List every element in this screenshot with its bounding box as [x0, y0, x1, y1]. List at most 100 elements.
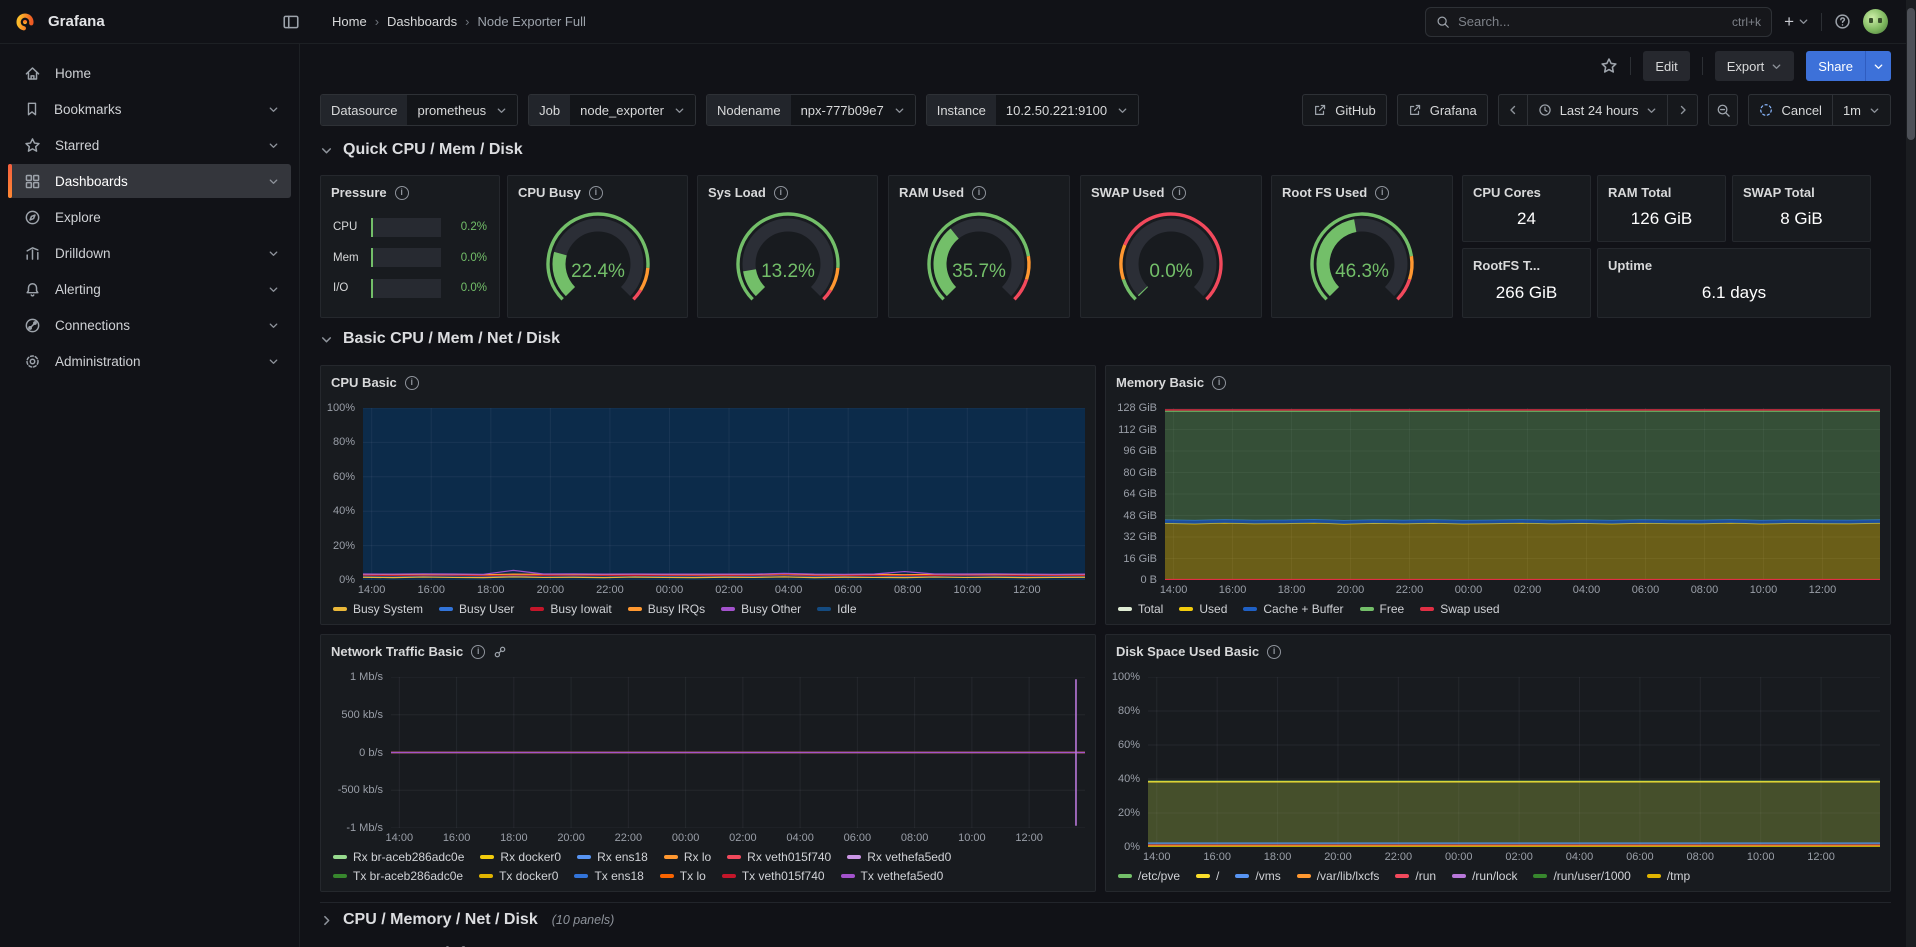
variable-value-dropdown[interactable]: node_exporter	[570, 95, 695, 125]
panel-title[interactable]: SWAP Total	[1743, 185, 1815, 200]
info-icon[interactable]: i	[1267, 644, 1282, 659]
panel-links-icon[interactable]	[493, 645, 507, 659]
legend-item-run-lock[interactable]: /run/lock	[1452, 869, 1517, 883]
legend-item-etc-pve[interactable]: /etc/pve	[1118, 869, 1180, 883]
panel-title[interactable]: Root FS Used	[1282, 185, 1368, 200]
legend-item-rx-ens18[interactable]: Rx ens18	[577, 850, 648, 864]
time-shift-forward-button[interactable]	[1668, 94, 1699, 126]
legend-item-free[interactable]: Free	[1359, 602, 1404, 616]
legend-item-run-user-1000[interactable]: /run/user/1000	[1533, 869, 1631, 883]
chart-plot-area[interactable]	[1148, 677, 1880, 847]
chart-plot-area[interactable]	[1165, 408, 1880, 580]
info-icon[interactable]: i	[471, 644, 486, 659]
sidebar-item-drilldown[interactable]: Drilldown	[8, 236, 291, 270]
chart-plot-area[interactable]	[363, 408, 1085, 580]
zoom-out-button[interactable]	[1708, 94, 1739, 126]
legend-item-rx-lo[interactable]: Rx lo	[663, 850, 711, 864]
legend-item-tmp[interactable]: /tmp	[1646, 869, 1690, 883]
variable-value-dropdown[interactable]: prometheus	[407, 95, 518, 125]
legend-item-busy-user[interactable]: Busy User	[439, 602, 514, 616]
sidebar-item-starred[interactable]: Starred	[8, 128, 291, 162]
sidebar-item-administration[interactable]: Administration	[8, 344, 291, 378]
export-button[interactable]: Export	[1714, 51, 1795, 81]
legend-item-swap-used[interactable]: Swap used	[1420, 602, 1500, 616]
legend-item-tx-br-aceb286adc0e[interactable]: Tx br-aceb286adc0e	[333, 869, 463, 883]
share-button[interactable]: Share	[1806, 51, 1865, 81]
breadcrumb-item-home[interactable]: Home	[332, 14, 367, 29]
time-range-picker[interactable]: Last 24 hours	[1527, 94, 1669, 126]
time-shift-back-button[interactable]	[1497, 94, 1528, 126]
share-dropdown-button[interactable]	[1865, 51, 1891, 81]
search-input[interactable]: ctrl+k	[1425, 6, 1773, 37]
legend-item-var-lib-lxcfs[interactable]: /var/lib/lxcfs	[1296, 869, 1379, 883]
edit-button[interactable]: Edit	[1643, 51, 1690, 81]
legend-item-busy-irqs[interactable]: Busy IRQs	[627, 602, 705, 616]
panel-title[interactable]: RootFS T...	[1473, 258, 1541, 273]
legend-item-busy-system[interactable]: Busy System	[333, 602, 423, 616]
legend-item-total[interactable]: Total	[1118, 602, 1163, 616]
legend-item-[interactable]: /	[1196, 869, 1219, 883]
section-memory-meminfo[interactable]: Memory Meminfo (16 panels)	[320, 945, 1891, 947]
panel-title[interactable]: Sys Load	[708, 185, 766, 200]
legend-item-vms[interactable]: /vms	[1235, 869, 1281, 883]
sidebar-item-explore[interactable]: Explore	[8, 200, 291, 234]
refresh-interval-dropdown[interactable]: 1m	[1832, 94, 1891, 126]
star-icon[interactable]	[1600, 57, 1618, 75]
panel-title[interactable]: CPU Cores	[1473, 185, 1541, 200]
panel-title[interactable]: Pressure	[331, 185, 387, 200]
panel-title[interactable]: Memory Basic	[1116, 375, 1205, 390]
info-icon[interactable]: i	[972, 185, 987, 200]
search-field[interactable]	[1458, 14, 1725, 29]
sidebar-item-dashboards[interactable]: Dashboards	[8, 164, 291, 198]
variable-value-dropdown[interactable]: 10.2.50.221:9100	[995, 95, 1139, 125]
dashboard-link-github[interactable]: GitHub	[1302, 94, 1387, 126]
panel-title[interactable]: RAM Total	[1608, 185, 1672, 200]
panel-title[interactable]: CPU Busy	[518, 185, 581, 200]
scrollbar-thumb[interactable]	[1907, 8, 1915, 140]
panel-title[interactable]: SWAP Used	[1091, 185, 1165, 200]
add-button[interactable]: +	[1784, 12, 1809, 32]
panel-title[interactable]: Uptime	[1608, 258, 1653, 273]
legend-item-rx-docker0[interactable]: Rx docker0	[480, 850, 561, 864]
legend-item-tx-veth015f740[interactable]: Tx veth015f740	[721, 869, 825, 883]
panel-title[interactable]: RAM Used	[899, 185, 965, 200]
legend-item-tx-ens18[interactable]: Tx ens18	[574, 869, 644, 883]
legend-item-busy-iowait[interactable]: Busy Iowait	[530, 602, 612, 616]
breadcrumb-item-dashboards[interactable]: Dashboards	[387, 14, 458, 29]
legend-item-rx-vethefa5ed0[interactable]: Rx vethefa5ed0	[847, 850, 951, 864]
legend-item-rx-br-aceb286adc0e[interactable]: Rx br-aceb286adc0e	[333, 850, 464, 864]
sidebar-item-home[interactable]: Home	[8, 56, 291, 90]
info-icon[interactable]: i	[773, 185, 788, 200]
legend-item-tx-lo[interactable]: Tx lo	[659, 869, 706, 883]
info-icon[interactable]: i	[394, 185, 409, 200]
section-cpu-memory-net-disk[interactable]: CPU / Memory / Net / Disk (10 panels)	[320, 911, 1891, 929]
sidebar-item-alerting[interactable]: Alerting	[8, 272, 291, 306]
legend-item-busy-other[interactable]: Busy Other	[721, 602, 801, 616]
sidebar-item-connections[interactable]: Connections	[8, 308, 291, 342]
sidebar-item-bookmarks[interactable]: Bookmarks	[8, 92, 291, 126]
info-icon[interactable]: i	[404, 375, 419, 390]
legend-item-used[interactable]: Used	[1179, 602, 1227, 616]
legend-item-tx-docker0[interactable]: Tx docker0	[479, 869, 558, 883]
legend-item-cache-buffer[interactable]: Cache + Buffer	[1243, 602, 1344, 616]
info-icon[interactable]: i	[1212, 375, 1227, 390]
info-icon[interactable]: i	[1375, 185, 1390, 200]
panel-title[interactable]: CPU Basic	[331, 375, 397, 390]
avatar[interactable]	[1863, 9, 1888, 34]
info-icon[interactable]: i	[588, 185, 603, 200]
section-basic-cpu-mem-net-disk[interactable]: Basic CPU / Mem / Net / Disk	[320, 330, 560, 348]
sidebar-toggle-icon[interactable]	[282, 13, 300, 31]
cancel-refresh-button[interactable]: Cancel	[1748, 94, 1833, 126]
panel-title[interactable]: Network Traffic Basic	[331, 644, 464, 659]
info-icon[interactable]: i	[1172, 185, 1187, 200]
section-quick-cpu-mem-disk[interactable]: Quick CPU / Mem / Disk	[320, 141, 523, 159]
variable-value-dropdown[interactable]: npx-777b09e7	[790, 95, 915, 125]
legend-item-tx-vethefa5ed0[interactable]: Tx vethefa5ed0	[840, 869, 943, 883]
panel-title[interactable]: Disk Space Used Basic	[1116, 644, 1260, 659]
legend-item-run[interactable]: /run	[1395, 869, 1436, 883]
legend-item-idle[interactable]: Idle	[817, 602, 857, 616]
grafana-logo[interactable]	[14, 11, 36, 33]
dashboard-link-grafana[interactable]: Grafana	[1396, 94, 1488, 126]
legend-item-rx-veth015f740[interactable]: Rx veth015f740	[727, 850, 831, 864]
chart-plot-area[interactable]	[391, 677, 1085, 828]
